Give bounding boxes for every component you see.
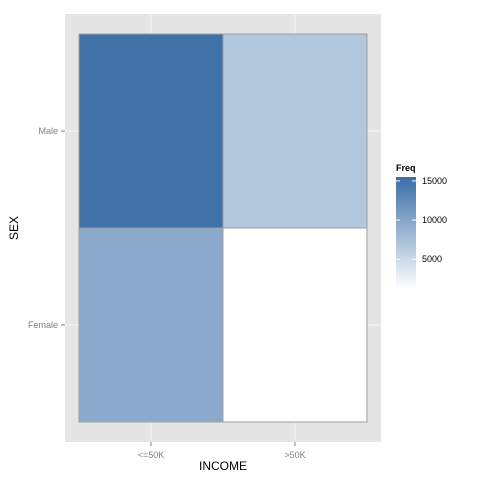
legend-ticks: 5000 10000 15000 [396, 176, 447, 264]
y-axis-ticks: Male Female [28, 126, 65, 330]
heatmap-cell [78, 227, 224, 423]
x-axis-ticks: <=50K >50K [138, 442, 306, 460]
legend-tick-label: 5000 [422, 254, 442, 264]
y-axis-title: SEX [7, 216, 21, 240]
heatmap-cell [222, 227, 368, 423]
y-tick-label: Male [38, 126, 58, 136]
legend-tick-label: 10000 [422, 215, 447, 225]
legend-tick-label: 15000 [422, 176, 447, 186]
legend: Freq 5000 10000 15000 [396, 163, 447, 289]
legend-colorbar [396, 177, 416, 289]
x-tick-label: >50K [284, 450, 305, 460]
legend-title: Freq [396, 163, 416, 173]
heatmap-cell [222, 33, 368, 229]
heatmap-cell [78, 33, 224, 229]
x-axis-title: INCOME [199, 459, 247, 473]
x-tick-label: <=50K [138, 450, 165, 460]
y-tick-label: Female [28, 320, 58, 330]
heatmap-cells [78, 33, 368, 423]
